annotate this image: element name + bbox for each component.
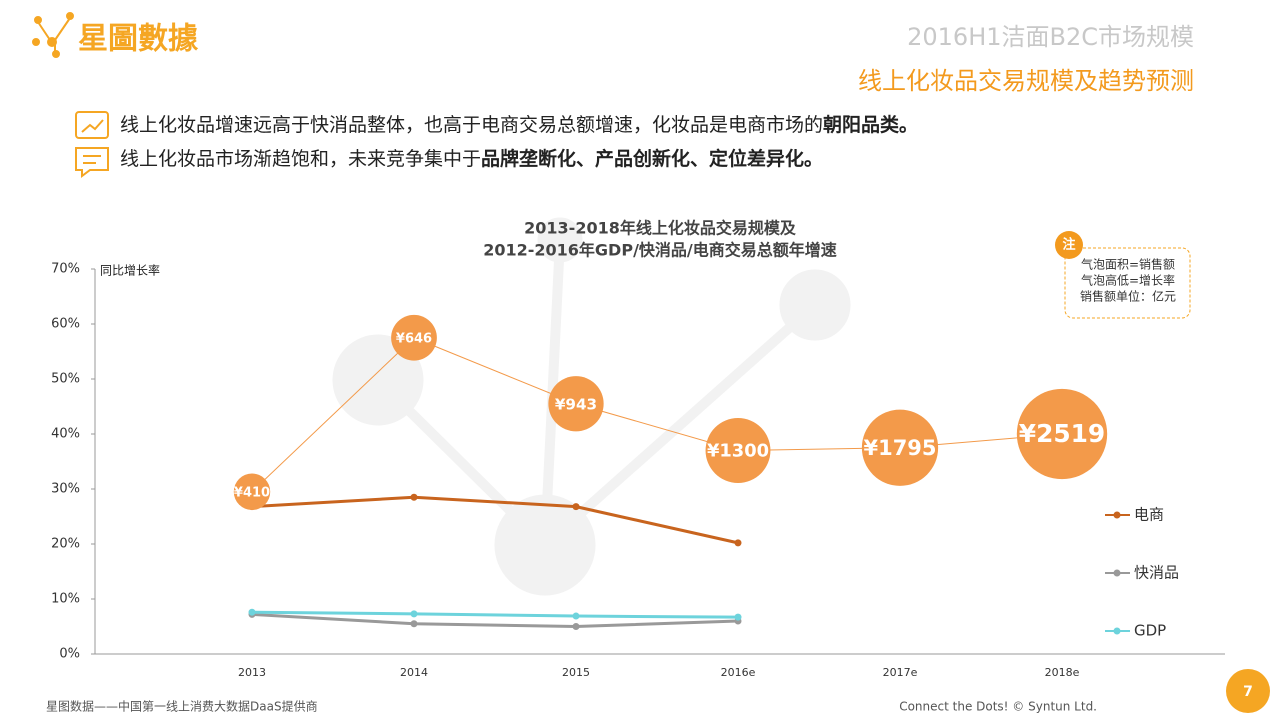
bubble-label: ¥2519 bbox=[1019, 419, 1105, 448]
series-point bbox=[410, 493, 418, 501]
y-axis-label: 同比增长率 bbox=[100, 263, 160, 278]
note-marker-bg bbox=[1055, 231, 1083, 259]
y-tick-label: 30% bbox=[51, 482, 80, 497]
footer-right: Connect the Dots! © Syntun Ltd. bbox=[899, 700, 1097, 714]
y-tick-label: 70% bbox=[51, 262, 80, 277]
bullet-icons bbox=[75, 111, 109, 178]
series-line bbox=[251, 612, 739, 629]
bubble-label: ¥410 bbox=[234, 485, 270, 500]
x-tick-label: 2015 bbox=[562, 666, 590, 679]
bubble-label: ¥1300 bbox=[707, 441, 769, 462]
x-tick-label: 2018e bbox=[1045, 666, 1080, 679]
note-box bbox=[1064, 247, 1191, 319]
note-line: 气泡高低=增长率 bbox=[1081, 273, 1175, 288]
series-line bbox=[251, 495, 739, 545]
legend-label: GDP bbox=[1134, 622, 1166, 640]
bubble-label: ¥1795 bbox=[864, 436, 937, 460]
bullet-text: 线上化妆品市场渐趋饱和，未来竞争集中于 bbox=[120, 148, 481, 170]
bubble bbox=[548, 376, 604, 432]
series-point bbox=[572, 612, 580, 620]
note-marker: 注 bbox=[1062, 237, 1075, 253]
legend-dot bbox=[1113, 511, 1121, 519]
header-subtitle: 线上化妆品交易规模及趋势预测 bbox=[858, 67, 1194, 95]
bullet: 线上化妆品增速远高于快消品整体，也高于电商交易总额增速，化妆品是电商市场的朝阳品… bbox=[120, 113, 918, 136]
y-tick-label: 20% bbox=[51, 537, 80, 552]
x-tick-label: 2017e bbox=[883, 666, 918, 679]
logo-icon bbox=[32, 12, 74, 58]
y-tick-label: 40% bbox=[51, 427, 80, 442]
bullet-bold: 品牌垄断化、产品创新化、定位差异化。 bbox=[481, 147, 823, 170]
bullet-bold: 朝阳品类。 bbox=[823, 113, 918, 136]
chart-title: 2013-2018年线上化妆品交易规模及 bbox=[524, 219, 797, 238]
bubble-label: ¥646 bbox=[396, 331, 432, 346]
logo-text: 星圖數據 bbox=[78, 22, 199, 57]
series-point bbox=[410, 610, 418, 618]
bullet: 线上化妆品市场渐趋饱和，未来竞争集中于品牌垄断化、产品创新化、定位差异化。 bbox=[120, 147, 823, 170]
y-tick-label: 60% bbox=[51, 317, 80, 332]
page-number: 7 bbox=[1243, 684, 1253, 700]
series-point bbox=[410, 620, 418, 628]
series-point bbox=[734, 613, 742, 621]
page-badge bbox=[1226, 669, 1270, 713]
series-line bbox=[251, 610, 739, 619]
x-tick-label: 2014 bbox=[400, 666, 428, 679]
bubble-label: ¥943 bbox=[555, 395, 597, 413]
series-point bbox=[248, 608, 256, 616]
x-tick-label: 2016e bbox=[721, 666, 756, 679]
x-tick-label: 2013 bbox=[238, 666, 266, 679]
note-line: 销售额单位：亿元 bbox=[1080, 289, 1176, 304]
y-tick-label: 10% bbox=[51, 592, 80, 607]
y-tick-label: 50% bbox=[51, 372, 80, 387]
series-point bbox=[572, 503, 580, 511]
series-point bbox=[734, 539, 742, 547]
note-line: 气泡面积=销售额 bbox=[1081, 257, 1175, 272]
series-point bbox=[572, 623, 580, 630]
header-title: 2016H1洁面B2C市场规模 bbox=[907, 23, 1194, 51]
legend-dot bbox=[1113, 569, 1121, 577]
legend-label: 快消品 bbox=[1134, 564, 1179, 582]
bubble bbox=[391, 314, 437, 361]
legend-dot bbox=[1113, 627, 1121, 635]
bubble bbox=[861, 409, 939, 486]
y-tick-label: 0% bbox=[59, 647, 80, 662]
legend-label: 电商 bbox=[1134, 506, 1164, 524]
chart-title: 2012-2016年GDP/快消品/电商交易总额年增速 bbox=[483, 241, 837, 260]
bubble bbox=[1016, 388, 1108, 480]
bubble bbox=[233, 473, 271, 510]
bubble bbox=[705, 418, 771, 483]
bullet-text: 线上化妆品增速远高于快消品整体，也高于电商交易总额增速，化妆品是电商市场的 bbox=[120, 114, 823, 136]
footer-left: 星图数据——中国第一线上消费大数据DaaS提供商 bbox=[46, 699, 318, 714]
